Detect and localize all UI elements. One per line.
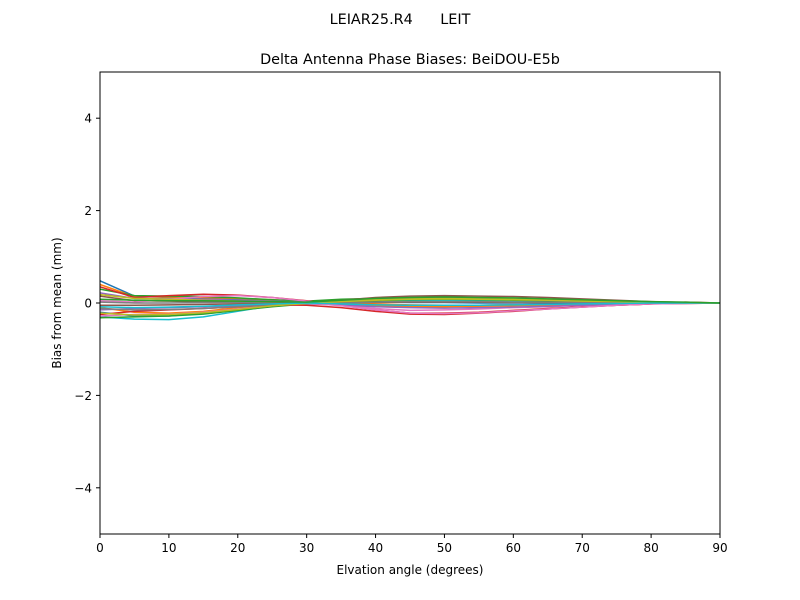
chart-suptitle: LEIAR25.R4 LEIT: [330, 12, 471, 28]
x-tick-label: 80: [643, 541, 658, 555]
y-tick-label: −4: [74, 481, 92, 495]
plot-frame: [99, 71, 721, 535]
x-tick-label: 40: [368, 541, 383, 555]
x-axis-label: Elvation angle (degrees): [337, 563, 484, 577]
ticks-layer: 0 10 20 30 40 50 60 70 80 90 −4 −2 0 2 4: [74, 112, 727, 555]
series-line-21: [99, 296, 721, 304]
y-tick-label: 4: [84, 112, 92, 126]
x-tick-label: 10: [161, 541, 176, 555]
y-axis-label: Bias from mean (mm): [50, 237, 64, 368]
x-tick-label: 30: [299, 541, 314, 555]
series-layer: [99, 280, 721, 321]
x-tick-label: 20: [230, 541, 245, 555]
x-tick-label: 60: [506, 541, 521, 555]
x-tick-label: 50: [437, 541, 452, 555]
chart-title: Delta Antenna Phase Biases: BeiDOU-E5b: [260, 52, 560, 68]
y-tick-label: 0: [84, 297, 92, 311]
x-tick-label: 70: [575, 541, 590, 555]
y-tick-label: −2: [74, 389, 92, 403]
y-tick-label: 2: [84, 204, 92, 218]
series-line-18: [99, 300, 720, 311]
series-line-20: [99, 302, 720, 309]
x-tick-label: 90: [712, 541, 727, 555]
x-tick-label: 0: [96, 541, 104, 555]
series-line-19: [99, 298, 720, 316]
